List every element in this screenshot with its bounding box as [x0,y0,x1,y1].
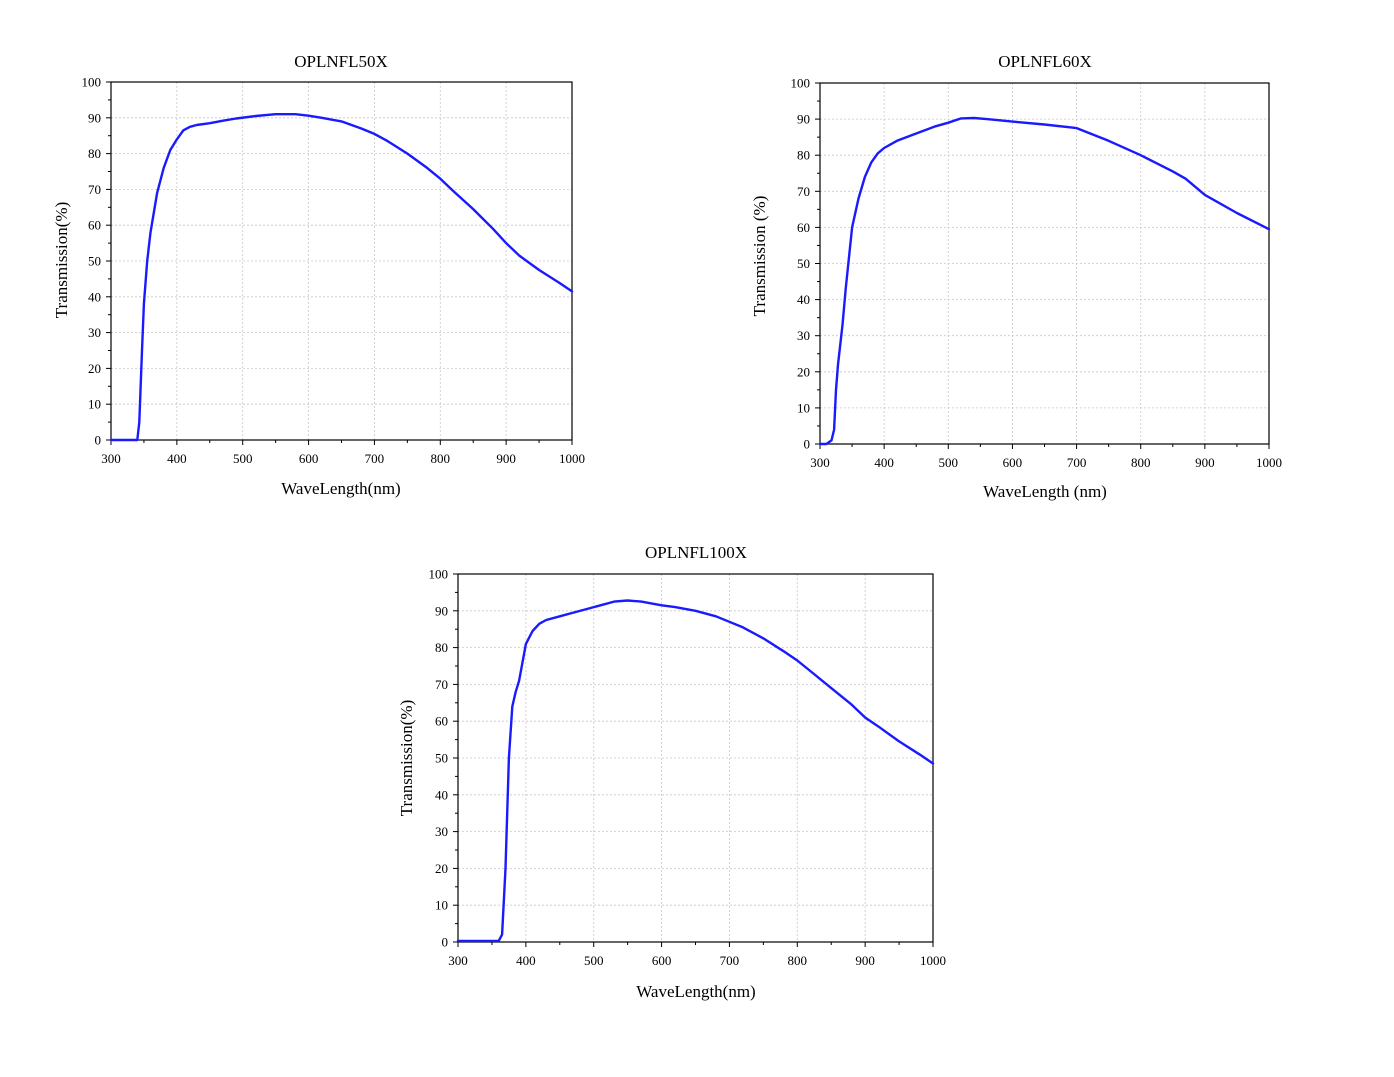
x-tick-label: 300 [810,455,830,470]
y-tick-label: 60 [797,220,810,235]
y-tick-label: 50 [797,256,810,271]
x-tick-label: 700 [365,451,385,466]
y-tick-label: 10 [435,898,448,913]
y-tick-label: 90 [88,110,101,125]
x-tick-label: 600 [299,451,319,466]
y-tick-label: 20 [797,364,810,379]
y-axis-label: Transmission(%) [52,202,71,319]
x-tick-label: 300 [448,953,468,968]
y-tick-label: 40 [88,289,101,304]
y-tick-label: 70 [435,677,448,692]
y-tick-label: 50 [88,254,101,269]
x-tick-label: 1000 [559,451,585,466]
y-tick-label: 40 [797,292,810,307]
y-tick-label: 90 [797,112,810,127]
y-tick-label: 100 [429,567,449,582]
y-tick-label: 0 [442,935,449,950]
plot-frame [457,573,934,943]
x-tick-label: 900 [496,451,516,466]
y-tick-label: 40 [435,787,448,802]
y-tick-label: 100 [791,76,811,91]
y-tick-label: 100 [82,75,102,90]
x-tick-label: 800 [1131,455,1151,470]
y-tick-label: 30 [88,325,101,340]
y-tick-label: 0 [95,433,102,448]
x-tick-label: 700 [720,953,740,968]
y-tick-label: 30 [435,824,448,839]
x-tick-label: 900 [855,953,875,968]
x-tick-label: 800 [431,451,451,466]
y-tick-label: 80 [797,148,810,163]
x-tick-label: 400 [167,451,187,466]
plot-frame [110,81,573,441]
y-tick-label: 80 [435,640,448,655]
x-tick-label: 500 [584,953,604,968]
y-tick-label: 70 [88,182,101,197]
y-tick-label: 20 [435,861,448,876]
chart-oplnfl100x: OPLNFL100X WaveLength(nm) Transmission(%… [397,543,946,1001]
y-tick-label: 10 [88,397,101,412]
y-axis-label: Transmission (%) [750,196,769,317]
x-tick-label: 400 [874,455,894,470]
y-tick-label: 20 [88,361,101,376]
chart-title: OPLNFL50X [294,52,388,71]
chart-title: OPLNFL60X [998,52,1092,71]
chart-oplnfl60x: OPLNFL60X WaveLength (nm) Transmission (… [750,52,1282,501]
x-tick-label: 600 [652,953,672,968]
plot-frame [819,82,1270,445]
chart-oplnfl50x: OPLNFL50X WaveLength(nm) Transmission(%)… [52,52,585,498]
x-tick-label: 500 [939,455,959,470]
x-axis-label: WaveLength(nm) [281,479,400,498]
x-tick-label: 600 [1003,455,1023,470]
x-tick-label: 700 [1067,455,1087,470]
x-tick-label: 500 [233,451,253,466]
transmission-curve [456,599,935,943]
x-tick-label: 1000 [1256,455,1282,470]
y-tick-label: 80 [88,146,101,161]
y-tick-label: 10 [797,400,810,415]
y-tick-label: 30 [797,328,810,343]
x-tick-label: 900 [1195,455,1215,470]
y-tick-label: 90 [435,603,448,618]
x-tick-label: 300 [101,451,121,466]
y-tick-label: 0 [804,437,811,452]
x-tick-label: 1000 [920,953,946,968]
x-axis-label: WaveLength (nm) [983,482,1107,501]
transmission-curve [109,112,574,442]
chart-title: OPLNFL100X [645,543,747,562]
y-tick-label: 70 [797,184,810,199]
y-axis-label: Transmission(%) [397,700,416,817]
x-tick-label: 400 [516,953,536,968]
y-tick-label: 60 [435,714,448,729]
transmission-curve [818,116,1271,446]
y-tick-label: 50 [435,751,448,766]
y-tick-label: 60 [88,218,101,233]
x-tick-label: 800 [788,953,808,968]
x-axis-label: WaveLength(nm) [636,982,755,1001]
